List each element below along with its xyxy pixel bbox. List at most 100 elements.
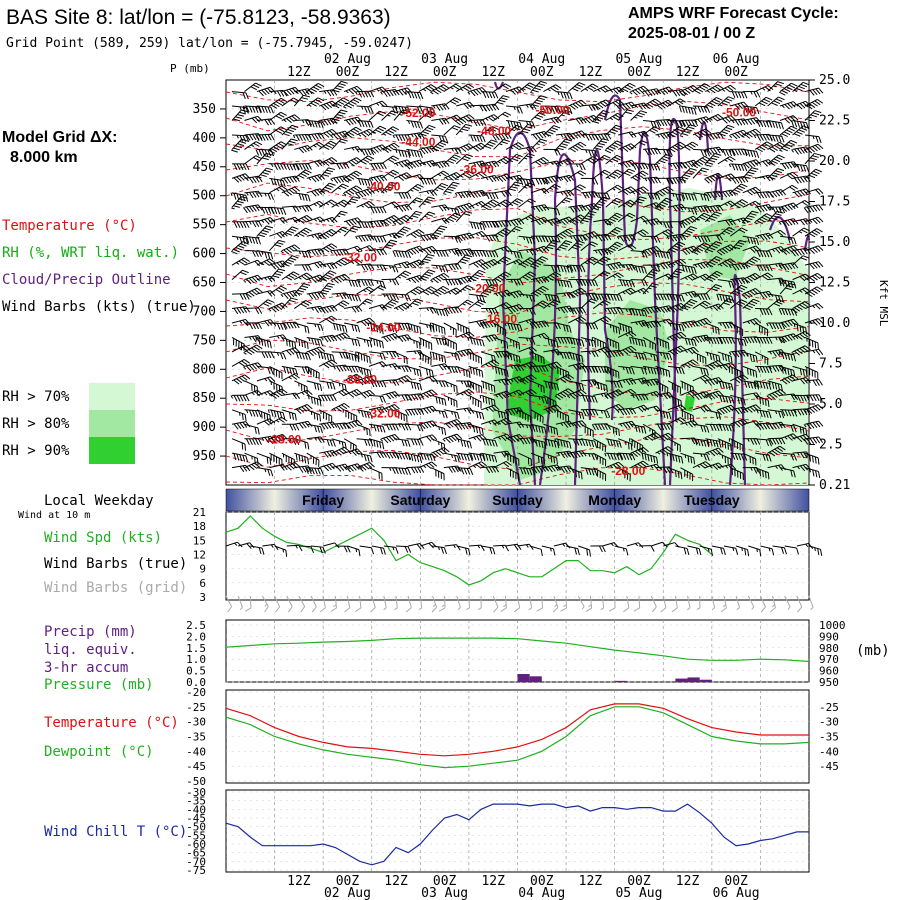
barb-flag (709, 88, 716, 94)
barb-flag (275, 101, 283, 106)
barb-shaft (518, 103, 533, 107)
barb-flag (622, 104, 628, 110)
wind-barb (331, 97, 350, 109)
barb-flag (419, 121, 424, 129)
barb-flag (594, 104, 601, 110)
barb-shaft (356, 105, 371, 108)
barb-flag (264, 106, 268, 114)
barb-flag (255, 82, 262, 87)
barb-shaft (593, 85, 607, 93)
wind-barb (467, 87, 488, 97)
barb-flag (796, 103, 803, 110)
barb-flag (435, 88, 442, 94)
barb-half (584, 88, 589, 91)
wind-barb (393, 109, 410, 121)
barb-flag (476, 119, 481, 127)
barb-flag (339, 83, 346, 86)
barb-shaft (443, 114, 457, 121)
barb-shaft (754, 96, 767, 107)
barb-flag (482, 91, 487, 99)
wind-barb (430, 84, 450, 95)
wind-barb (493, 111, 512, 121)
wind-barb (505, 105, 523, 114)
rh-region (605, 300, 670, 410)
wind-barb (493, 95, 510, 107)
isotherm-line (225, 391, 810, 419)
barb-flag (239, 111, 246, 115)
barb-flag (493, 114, 500, 120)
barb-shaft (580, 83, 593, 92)
barb-shaft (418, 105, 433, 109)
barb-half (592, 106, 596, 109)
barb-flag (379, 110, 386, 115)
barb-flag (644, 90, 650, 97)
barb-shaft (667, 98, 681, 107)
barb-half (361, 106, 364, 110)
barb-flag (245, 107, 249, 114)
barb-flag (600, 87, 607, 93)
barb-flag (781, 89, 788, 94)
barb-flag (643, 85, 649, 91)
barb-flag (777, 81, 785, 85)
barb-flag (463, 103, 469, 110)
barb-flag (367, 91, 372, 98)
barb-half (525, 104, 529, 108)
barb-flag (701, 84, 709, 89)
barb-flag (566, 92, 570, 100)
barb-flag (644, 104, 651, 110)
wind-barb (404, 91, 424, 100)
wind-barb (431, 117, 450, 125)
barb-half (750, 91, 753, 95)
barb-flag (291, 87, 298, 94)
barb-flag (796, 87, 803, 92)
barb-flag (326, 90, 332, 97)
barb-half (395, 106, 398, 110)
barb-flag (505, 83, 512, 88)
cloud-outline-path (768, 216, 792, 241)
barb-flag (724, 87, 731, 93)
wind-barb (730, 91, 748, 99)
wind-barb (617, 82, 636, 93)
barb-flag (438, 118, 444, 125)
barb-shaft (518, 82, 530, 92)
barb-flag (488, 116, 494, 122)
barb-flag (725, 98, 733, 102)
barb-flag (286, 89, 292, 96)
barb-shaft (754, 85, 769, 93)
cycle-label: AMPS WRF Forecast Cycle: (628, 5, 839, 22)
barb-flag (364, 91, 369, 98)
upper-legend-entry: Wind Barbs (kts) (true) (2, 299, 196, 315)
wind-barb (779, 82, 798, 96)
barb-shaft (368, 110, 380, 121)
barb-flag (320, 104, 327, 111)
barb-flag (311, 120, 315, 128)
barb-shaft (418, 84, 432, 93)
barb-flag (428, 85, 435, 91)
barb-shaft (256, 118, 271, 121)
barb-flag (352, 99, 360, 104)
barb-half (719, 104, 723, 107)
barb-flag (744, 106, 748, 113)
wind-barb (393, 87, 413, 96)
barb-flag (647, 103, 654, 108)
barb-flag (317, 83, 325, 88)
barb-shaft (443, 97, 456, 107)
barb-flag (419, 106, 424, 114)
barb-shaft (393, 109, 404, 121)
barb-shaft (368, 100, 383, 107)
barb-flag (364, 120, 368, 128)
barb-flag (806, 104, 813, 110)
barb-flag (679, 91, 686, 97)
barb-flag (407, 107, 411, 114)
barb-flag (544, 105, 549, 113)
barb-flag (278, 99, 285, 104)
barb-flag (386, 90, 391, 97)
barb-flag (571, 87, 579, 92)
barb-half (522, 88, 526, 91)
barb-flag (524, 86, 532, 90)
barb-flag (251, 106, 256, 113)
wind-barb (256, 118, 275, 126)
barb-flag (628, 102, 634, 109)
barb-half (301, 119, 305, 124)
barb-flag (290, 99, 297, 104)
